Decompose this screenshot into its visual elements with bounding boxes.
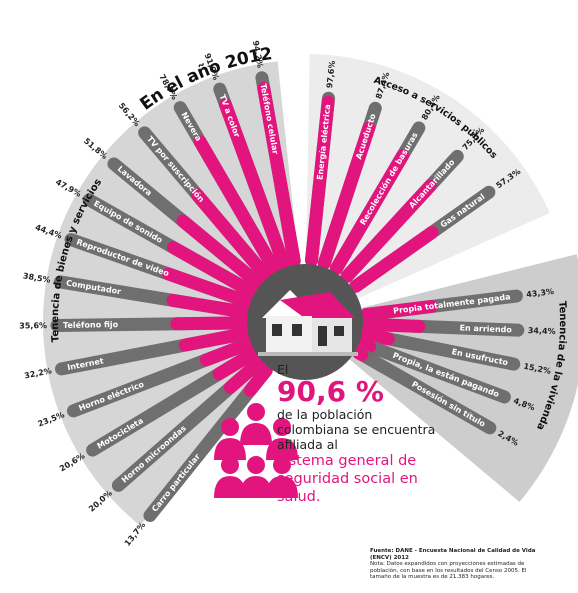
source: Fuente: DANE - Encuesta Nacional de Cali… — [370, 548, 540, 581]
value-label: 23,5% — [37, 410, 66, 428]
value-label: 20,6% — [58, 451, 86, 473]
callout-highlight: sistema general de seguridad social en s… — [277, 452, 447, 506]
bar — [359, 353, 362, 355]
bar — [177, 323, 243, 324]
source-note: Nota: Datos expandidos con proyecciones … — [370, 561, 527, 580]
value-label: 47,9% — [54, 177, 83, 199]
bar — [366, 334, 388, 339]
value-label: 56,2% — [117, 101, 142, 128]
value-label: 44,4% — [34, 223, 63, 241]
bar-label: Teléfono fijo — [63, 319, 119, 330]
value-label: 35,6% — [19, 321, 47, 330]
value-label: 32,2% — [24, 366, 53, 380]
value-label: 34,4% — [528, 326, 556, 336]
callout: El 90,6 % de la población colombiana se … — [277, 362, 447, 506]
value-label: 51,8% — [82, 136, 109, 161]
callout-text: de la población colombiana se encuentra … — [277, 407, 447, 452]
source-title: Fuente: DANE - Encuesta Nacional de Cali… — [370, 548, 540, 561]
callout-value: 90,6 % — [277, 377, 447, 407]
infographic: Teléfono celular94,2%TV a color91,0%Neve… — [0, 0, 578, 593]
value-label: 38,5% — [22, 271, 51, 284]
bar — [367, 324, 419, 326]
bar — [363, 344, 370, 347]
value-label: 20,0% — [87, 489, 114, 514]
value-label: 13,7% — [123, 521, 147, 548]
